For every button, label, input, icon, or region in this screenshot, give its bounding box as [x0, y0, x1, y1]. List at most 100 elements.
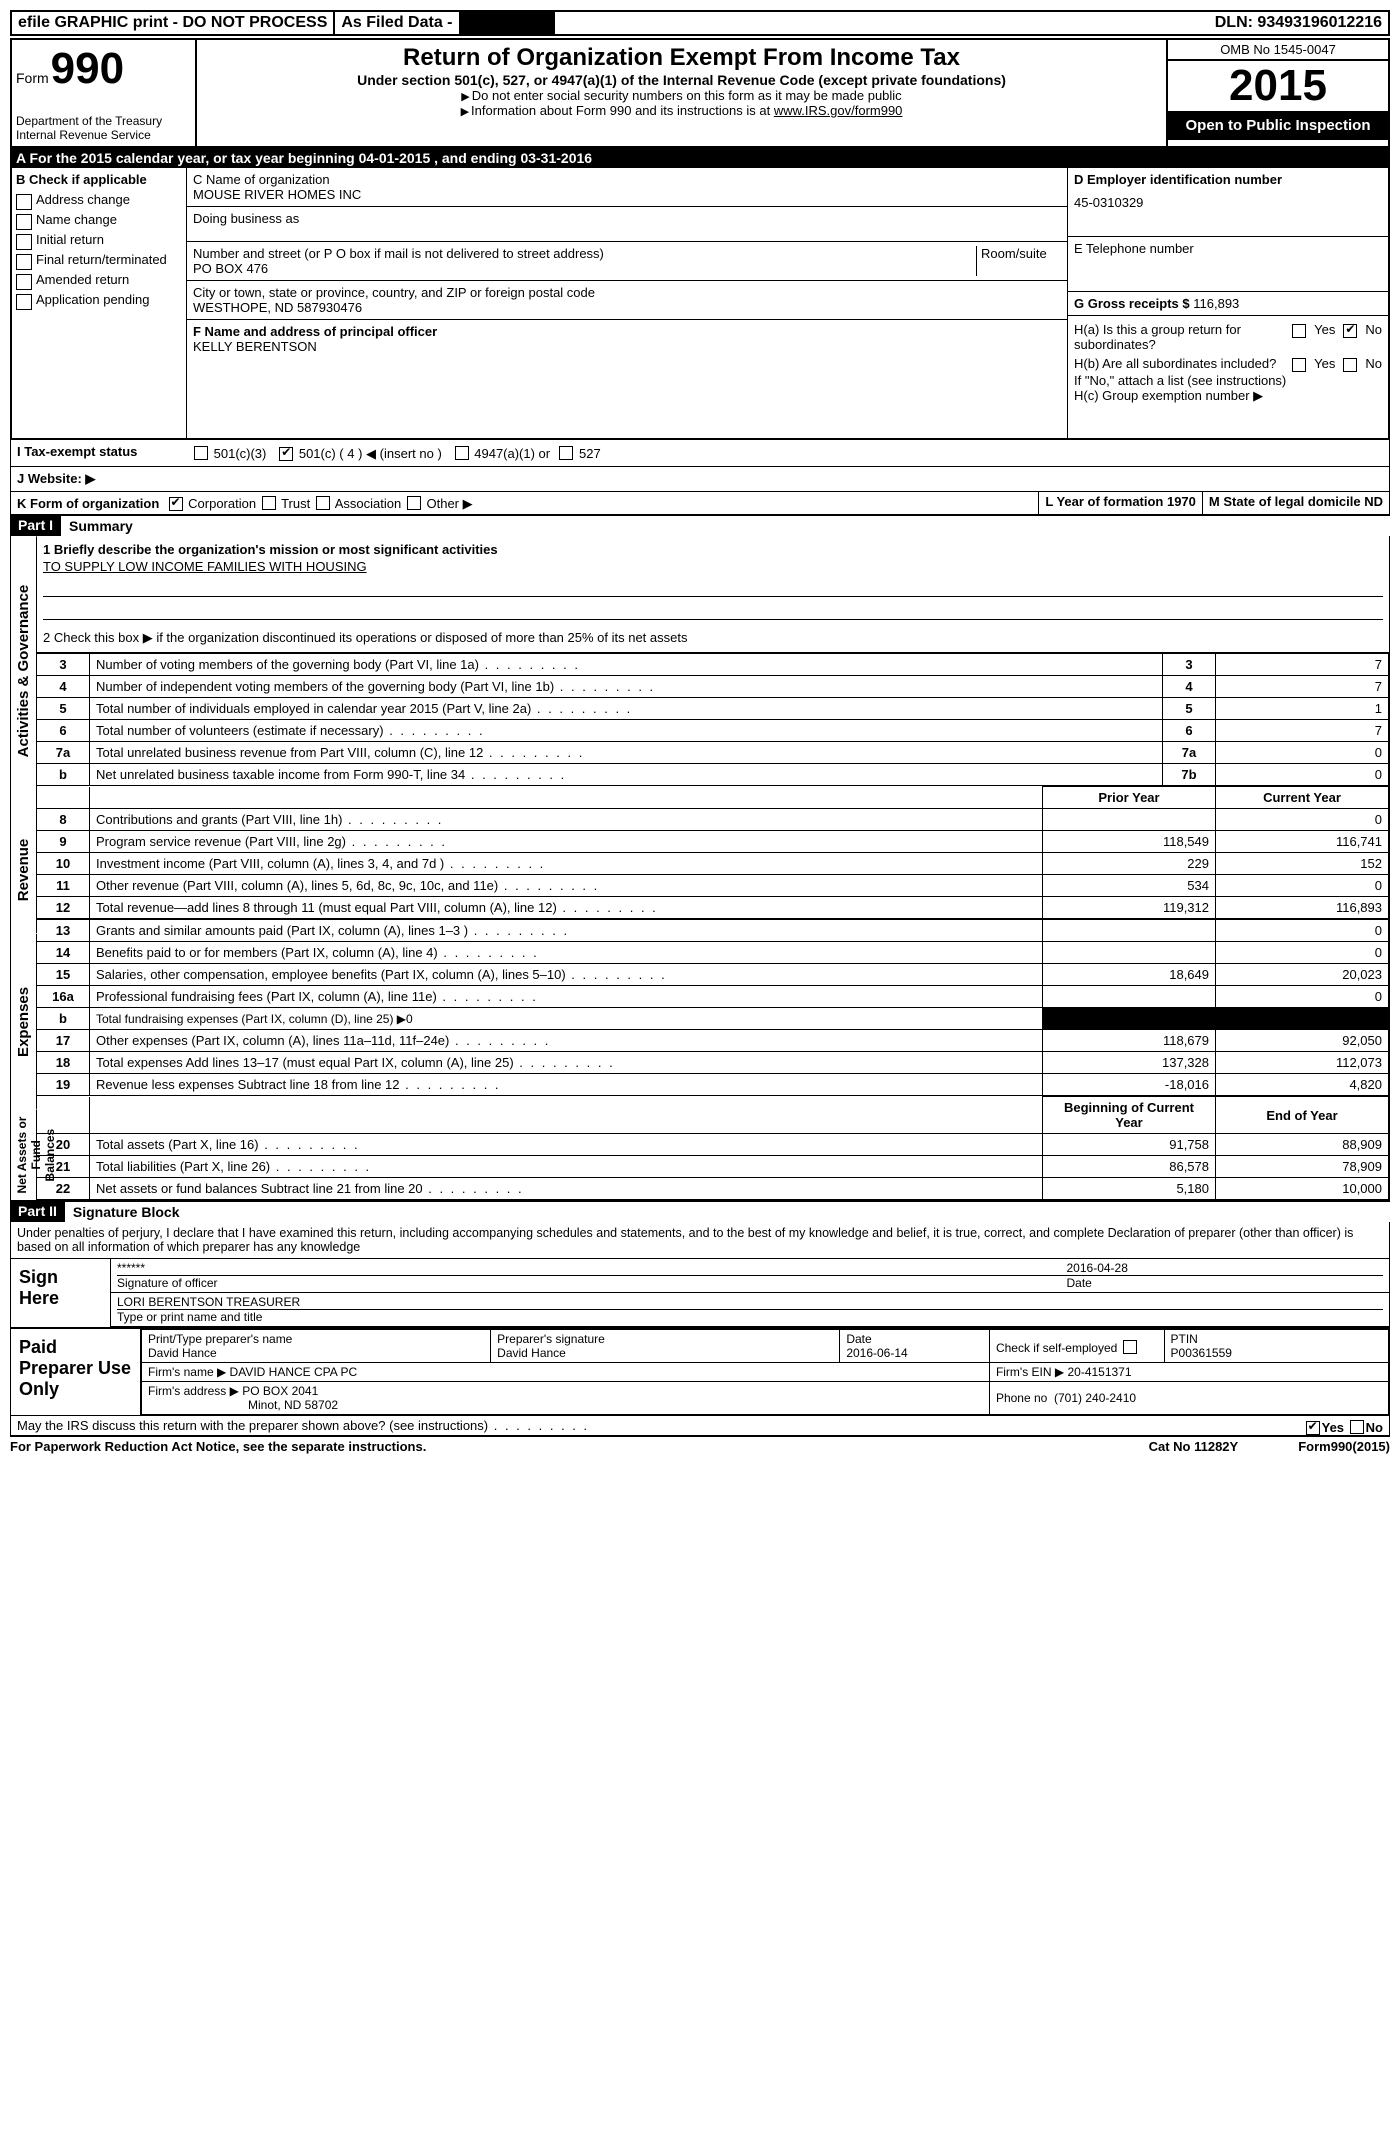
telephone-label: E Telephone number — [1074, 241, 1382, 256]
mission-block: 1 Briefly describe the organization's mi… — [37, 536, 1389, 653]
table-row: 21 Total liabilities (Part X, line 26) 8… — [37, 1156, 1389, 1178]
ha-no-checkbox[interactable] — [1343, 324, 1357, 338]
check-name-change[interactable] — [16, 214, 32, 230]
part-2-header: Part II Signature Block — [10, 1201, 1390, 1222]
check-trust[interactable] — [262, 496, 276, 510]
table-row: b Total fundraising expenses (Part IX, c… — [37, 1008, 1389, 1030]
col-prior-year: Prior Year — [1043, 787, 1216, 809]
table-row: 5 Total number of individuals employed i… — [37, 698, 1389, 720]
header-right: OMB No 1545-0047 2015 Open to Public Ins… — [1166, 40, 1388, 146]
table-row: 20 Total assets (Part X, line 16) 91,758… — [37, 1134, 1389, 1156]
officer-label: F Name and address of principal officer — [193, 324, 437, 339]
sign-here-label: Sign Here — [11, 1259, 111, 1327]
room-suite-label: Room/suite — [976, 246, 1061, 276]
gross-receipts-value: 116,893 — [1193, 296, 1239, 311]
check-initial-return[interactable] — [16, 234, 32, 250]
officer-typed-name: LORI BERENTSON TREASURER — [117, 1295, 1383, 1310]
table-row: 4 Number of independent voting members o… — [37, 676, 1389, 698]
blank-line-2 — [43, 601, 1383, 620]
firm-name-label: Firm's name ▶ — [148, 1365, 226, 1379]
prep-name: David Hance — [148, 1346, 484, 1360]
hb-yes-checkbox[interactable] — [1292, 358, 1306, 372]
check-amended-return[interactable] — [16, 274, 32, 290]
form-990-page: efile GRAPHIC print - DO NOT PROCESS As … — [10, 10, 1390, 1456]
form-word: Form — [16, 70, 49, 86]
check-501c3[interactable] — [194, 446, 208, 460]
ha-label: H(a) Is this a group return for subordin… — [1074, 322, 1284, 352]
ptin-label: PTIN — [1171, 1332, 1382, 1346]
sig-date-value: 2016-04-28 — [1067, 1261, 1384, 1275]
dln: DLN: 93493196012216 — [1209, 12, 1388, 34]
year-formation: L Year of formation 1970 — [1045, 494, 1196, 509]
top-bar: efile GRAPHIC print - DO NOT PROCESS As … — [10, 10, 1390, 36]
sig-intro: Under penalties of perjury, I declare th… — [11, 1222, 1389, 1258]
prep-date-label: Date — [846, 1332, 983, 1346]
table-row: b Net unrelated business taxable income … — [37, 764, 1389, 786]
check-final-return[interactable] — [16, 254, 32, 270]
irs-link[interactable]: www.IRS.gov/form990 — [774, 103, 903, 118]
row-j-website: J Website: ▶ — [10, 467, 1390, 492]
part-1-header: Part I Summary — [10, 515, 1390, 536]
blank-line-1 — [43, 578, 1383, 597]
vlabel-activities: Activities & Governance — [11, 536, 37, 806]
col-boy: Beginning of Current Year — [1043, 1097, 1216, 1134]
asfiled-label: As Filed Data - — [335, 12, 460, 34]
check-corporation[interactable] — [169, 497, 183, 511]
table-row: 7a Total unrelated business revenue from… — [37, 742, 1389, 764]
col-b-checks: B Check if applicable Address change Nam… — [12, 168, 187, 438]
q2-text: 2 Check this box ▶ if the organization d… — [43, 630, 687, 645]
table-row: 8 Contributions and grants (Part VIII, l… — [37, 809, 1389, 831]
irs-label: Internal Revenue Service — [16, 128, 191, 142]
header-info-grid: B Check if applicable Address change Nam… — [10, 168, 1390, 440]
col-current-year: Current Year — [1216, 787, 1389, 809]
check-association[interactable] — [316, 496, 330, 510]
header-block: Form 990 Department of the Treasury Inte… — [10, 38, 1390, 148]
row-k: K Form of organization Corporation Trust… — [10, 492, 1390, 515]
table-row: 17 Other expenses (Part IX, column (A), … — [37, 1030, 1389, 1052]
discuss-no-checkbox[interactable] — [1350, 1420, 1364, 1434]
sig-stars: ****** — [117, 1261, 1067, 1275]
table-row: 3 Number of voting members of the govern… — [37, 654, 1389, 676]
col-c-org-info: C Name of organization MOUSE RIVER HOMES… — [187, 168, 1068, 438]
ha-yes-checkbox[interactable] — [1292, 324, 1306, 338]
instr-1: Do not enter social security numbers on … — [472, 88, 902, 103]
ein-value: 45-0310329 — [1074, 195, 1382, 210]
form-subtitle: Under section 501(c), 527, or 4947(a)(1)… — [207, 72, 1156, 88]
officer-name: KELLY BERENTSON — [193, 339, 1061, 354]
table-row: 22 Net assets or fund balances Subtract … — [37, 1178, 1389, 1200]
signature-block: Under penalties of perjury, I declare th… — [10, 1222, 1390, 1328]
section-a-row: A For the 2015 calendar year, or tax yea… — [10, 148, 1390, 168]
check-other[interactable] — [407, 496, 421, 510]
tax-status-label: I Tax-exempt status — [17, 444, 137, 459]
check-application-pending[interactable] — [16, 294, 32, 310]
type-print-label: Type or print name and title — [117, 1310, 1383, 1324]
ein-label: D Employer identification number — [1074, 172, 1282, 187]
firm-addr2: Minot, ND 58702 — [148, 1398, 983, 1412]
check-527[interactable] — [559, 446, 573, 460]
firm-ein: 20-4151371 — [1067, 1365, 1131, 1379]
form-title: Return of Organization Exempt From Incom… — [207, 44, 1156, 72]
efile-label: efile GRAPHIC print - DO NOT PROCESS — [12, 12, 335, 34]
check-501c[interactable] — [279, 447, 293, 461]
table-row: 11 Other revenue (Part VIII, column (A),… — [37, 875, 1389, 897]
mission-text: TO SUPPLY LOW INCOME FAMILIES WITH HOUSI… — [43, 559, 1383, 574]
check-4947[interactable] — [455, 446, 469, 460]
open-to-public: Open to Public Inspection — [1168, 111, 1388, 140]
hb-no-checkbox[interactable] — [1343, 358, 1357, 372]
footer-row: For Paperwork Reduction Act Notice, see … — [10, 1436, 1390, 1456]
discuss-yes-checkbox[interactable] — [1306, 1421, 1320, 1435]
instr-2: Information about Form 990 and its instr… — [471, 103, 774, 118]
paperwork-notice: For Paperwork Reduction Act Notice, see … — [10, 1439, 426, 1454]
check-self-employed[interactable] — [1123, 1340, 1137, 1354]
street-value: PO BOX 476 — [193, 261, 976, 276]
check-address-change[interactable] — [16, 194, 32, 210]
vlabel-netassets: Net Assets or Fund Balances — [11, 1109, 37, 1200]
dba-label: Doing business as — [193, 211, 1061, 226]
firm-addr1: PO BOX 2041 — [242, 1384, 318, 1398]
firm-phone-label: Phone no — [996, 1391, 1047, 1405]
paid-preparer-label: Paid Preparer Use Only — [11, 1329, 141, 1415]
table-row: 10 Investment income (Part VIII, column … — [37, 853, 1389, 875]
prep-print-label: Print/Type preparer's name — [148, 1332, 484, 1346]
rev-table: Prior Year Current Year 8 Contributions … — [37, 786, 1389, 919]
col-eoy: End of Year — [1216, 1097, 1389, 1134]
